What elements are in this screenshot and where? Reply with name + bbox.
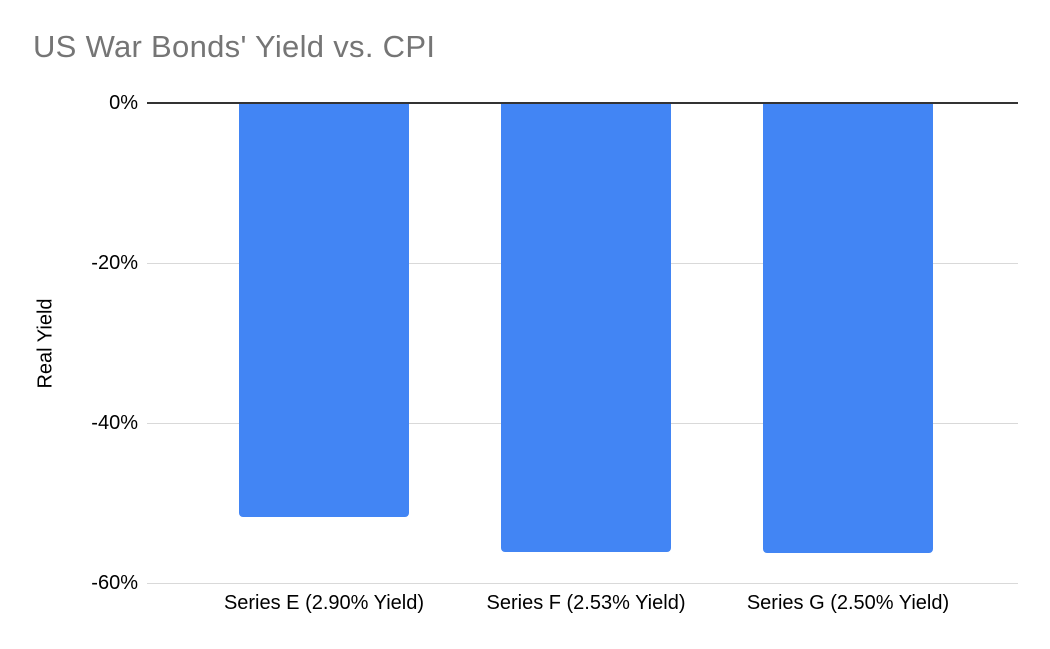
bar xyxy=(763,103,933,553)
zero-baseline xyxy=(147,102,1018,104)
y-tick-label: 0% xyxy=(109,92,138,114)
y-axis-title-container: Real Yield xyxy=(26,103,66,583)
gridline xyxy=(147,582,1018,584)
y-tick-label: -40% xyxy=(91,412,138,434)
plot-area xyxy=(147,102,1018,584)
x-category-label: Series F (2.53% Yield) xyxy=(486,592,686,614)
bar-series-layer xyxy=(193,103,979,583)
y-tick-label: -20% xyxy=(91,252,138,274)
chart-title: US War Bonds' Yield vs. CPI xyxy=(33,29,436,64)
y-tick-label: -60% xyxy=(91,572,138,594)
x-category-label: Series G (2.50% Yield) xyxy=(746,592,950,614)
bar-slot xyxy=(193,103,455,583)
bar xyxy=(501,103,671,552)
x-category-label: Series E (2.90% Yield) xyxy=(223,592,425,614)
x-axis-category-labels: Series E (2.90% Yield) Series F (2.53% Yi… xyxy=(193,591,979,615)
bar-slot xyxy=(455,103,717,583)
bar-slot xyxy=(717,103,979,583)
bar xyxy=(239,103,409,518)
y-axis-title: Real Yield xyxy=(34,297,57,389)
